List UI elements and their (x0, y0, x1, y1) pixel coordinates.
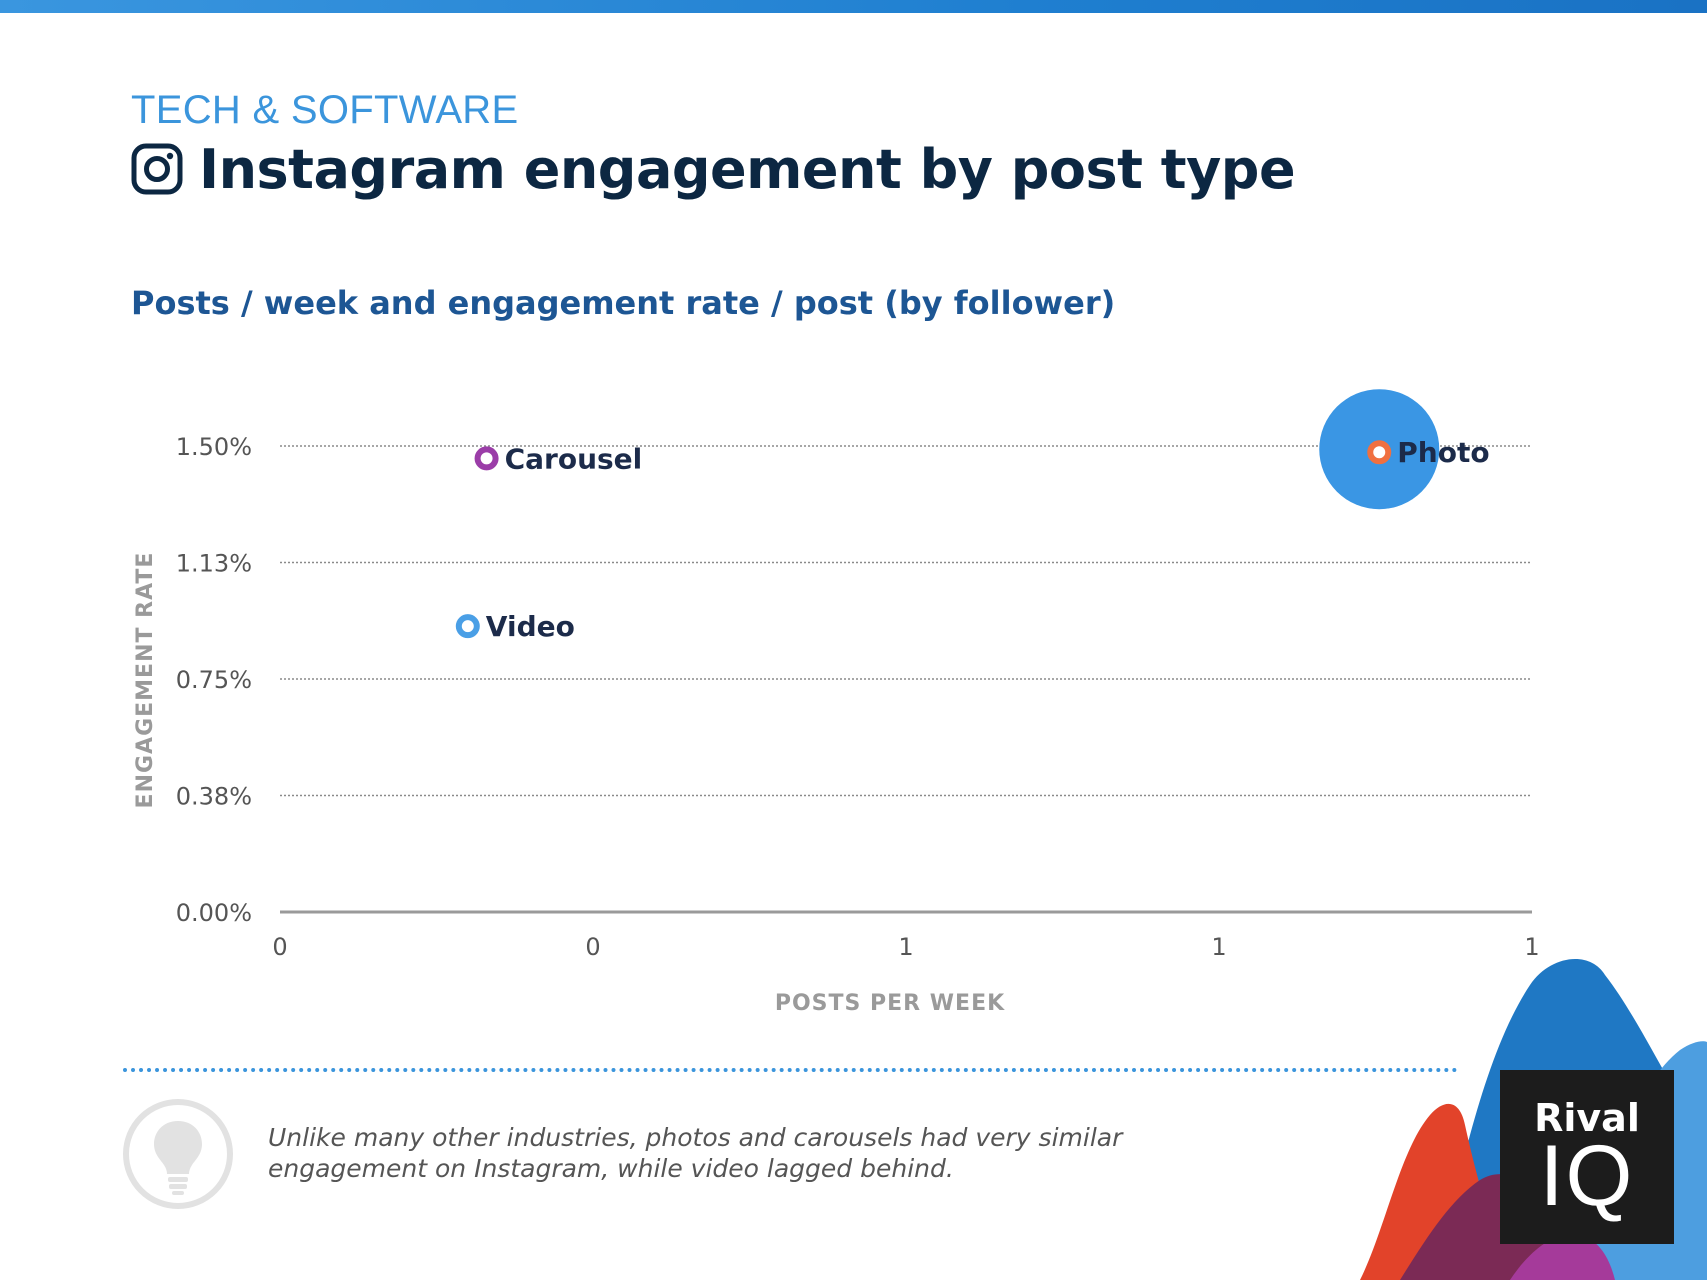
y-tick-label: 0.00% (176, 899, 252, 927)
chart-subtitle: Posts / week and engagement rate / post … (131, 284, 1116, 322)
point-label-carousel: Carousel (505, 442, 643, 475)
y-axis-title: ENGAGEMENT RATE (133, 552, 158, 809)
logo-text-bottom: IQ (1539, 1128, 1635, 1224)
section-divider (123, 1068, 1458, 1072)
point-photo (1367, 440, 1392, 465)
x-tick-label: 0 (585, 933, 600, 961)
y-tick-label: 1.50% (176, 433, 252, 461)
y-tick-label: 0.75% (176, 666, 252, 694)
industry-label: TECH & SOFTWARE (131, 88, 519, 132)
title-row: Instagram engagement by post type (131, 134, 1296, 204)
lightbulb-icon (123, 1099, 233, 1209)
instagram-icon (131, 143, 183, 195)
scatter-chart: 0.00% 0.38% 0.75% 1.13% 1.50% 0 0 1 1 1 POSTS PER … (133, 389, 1540, 1016)
x-tick-label: 1 (898, 933, 913, 961)
rival-iq-logo: Rival IQ (1500, 1070, 1674, 1244)
x-axis-title: POSTS PER WEEK (775, 991, 1005, 1016)
y-tick-label: 1.13% (176, 550, 252, 578)
point-carousel (474, 446, 499, 471)
insight-text: Unlike many other industries, photos and… (268, 1123, 1123, 1183)
x-tick-label: 1 (1524, 933, 1539, 961)
top-accent-bar (0, 0, 1707, 13)
point-label-video: Video (486, 610, 575, 643)
logo-text-top: Rival (1534, 1096, 1640, 1140)
y-tick-label: 0.38% (176, 783, 252, 811)
x-tick-label: 0 (272, 933, 287, 961)
point-video (455, 614, 480, 639)
x-tick-label: 1 (1211, 933, 1226, 961)
page-title: Instagram engagement by post type (199, 137, 1296, 201)
point-label-photo: Photo (1397, 436, 1489, 469)
